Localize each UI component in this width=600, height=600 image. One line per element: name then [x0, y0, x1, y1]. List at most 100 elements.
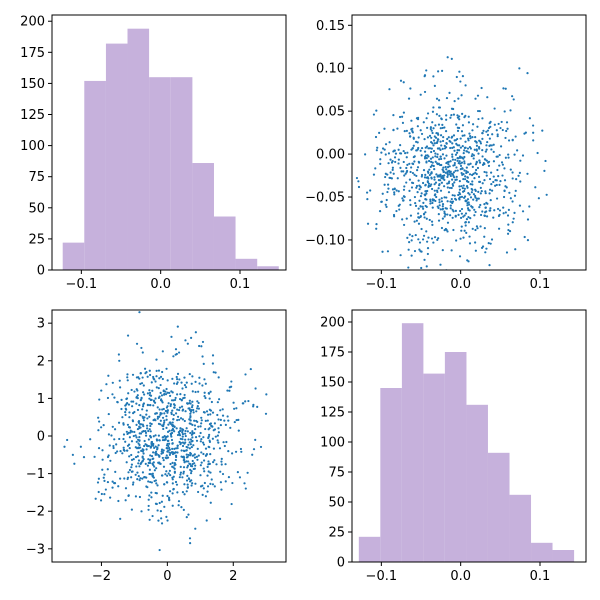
- y-tick-label: 75: [328, 466, 345, 481]
- scatter-point: [227, 450, 230, 453]
- scatter-point: [136, 478, 139, 481]
- scatter-point: [425, 230, 428, 233]
- scatter-point: [148, 369, 151, 372]
- scatter-point: [429, 127, 432, 131]
- scatter-point: [415, 186, 418, 189]
- scatter-point: [460, 185, 463, 188]
- scatter-point: [492, 160, 496, 163]
- scatter-point: [431, 142, 434, 145]
- scatter-point: [446, 221, 450, 224]
- scatter-point: [410, 186, 414, 189]
- scatter-point: [157, 434, 160, 437]
- scatter-point: [166, 430, 170, 433]
- scatter-point: [187, 453, 190, 457]
- scatter-point: [221, 472, 225, 476]
- scatter-point: [428, 173, 431, 177]
- scatter-point: [417, 136, 420, 139]
- scatter-point: [145, 444, 148, 447]
- scatter-point: [437, 123, 441, 126]
- scatter-point: [485, 171, 488, 174]
- scatter-point: [436, 153, 439, 156]
- scatter-point: [467, 260, 470, 263]
- scatter-point: [364, 153, 367, 156]
- scatter-top-right: −0.1 0.0 0.1−0.10−0.050.000.050.100.15: [305, 14, 587, 292]
- scatter-point: [173, 447, 176, 450]
- scatter-point: [484, 150, 487, 153]
- scatter-point: [508, 230, 512, 233]
- scatter-point: [383, 127, 386, 130]
- scatter-point: [426, 247, 430, 250]
- scatter-point: [485, 174, 488, 177]
- scatter-point: [433, 168, 436, 171]
- scatter-point: [136, 455, 139, 458]
- scatter-point: [181, 409, 184, 412]
- scatter-point: [393, 149, 396, 152]
- scatter-point: [164, 393, 168, 396]
- scatter-point: [119, 386, 122, 389]
- scatter-point: [512, 98, 515, 101]
- scatter-point: [209, 471, 212, 474]
- scatter-point: [152, 375, 155, 379]
- scatter-point: [444, 165, 447, 169]
- scatter-point: [409, 135, 412, 138]
- scatter-point: [101, 458, 104, 461]
- scatter-point: [466, 176, 469, 179]
- scatter-point: [123, 477, 126, 480]
- scatter-point: [146, 404, 150, 407]
- scatter-point: [216, 434, 219, 437]
- scatter-point: [133, 390, 136, 393]
- scatter-point: [481, 182, 484, 185]
- scatter-point: [474, 171, 477, 174]
- scatter-point: [208, 433, 211, 437]
- scatter-point: [131, 470, 134, 473]
- scatter-point: [453, 194, 456, 197]
- scatter-point: [195, 455, 198, 458]
- scatter-point: [171, 377, 174, 380]
- y-tick-label: 0.10: [316, 62, 345, 77]
- scatter-point: [452, 113, 456, 116]
- scatter-point: [203, 395, 206, 398]
- scatter-point: [512, 217, 515, 220]
- scatter-point: [381, 147, 385, 150]
- scatter-point: [464, 140, 467, 143]
- scatter-point: [157, 369, 161, 372]
- scatter-point: [191, 400, 194, 403]
- x-tick-label: −0.1: [366, 569, 398, 584]
- scatter-point: [141, 456, 144, 459]
- scatter-point: [487, 164, 491, 167]
- scatter-point: [521, 154, 525, 157]
- scatter-point: [468, 193, 471, 196]
- scatter-point: [495, 129, 498, 132]
- scatter-point: [163, 419, 166, 422]
- scatter-point: [165, 426, 168, 429]
- scatter-point: [118, 359, 121, 362]
- scatter-point: [400, 170, 403, 173]
- scatter-point: [181, 418, 185, 421]
- scatter-point: [416, 166, 420, 169]
- scatter-point: [410, 181, 414, 184]
- scatter-point: [189, 468, 192, 471]
- scatter-point: [176, 491, 179, 494]
- scatter-point: [514, 248, 517, 251]
- scatter-point: [176, 451, 179, 454]
- scatter-point: [528, 117, 531, 120]
- scatter-point: [146, 464, 150, 467]
- scatter-point: [202, 410, 206, 414]
- scatter-point: [446, 172, 449, 175]
- scatter-point: [477, 190, 480, 193]
- scatter-point: [475, 144, 479, 147]
- scatter-point: [147, 498, 150, 501]
- scatter-point: [204, 396, 207, 400]
- scatter-point: [468, 235, 471, 238]
- scatter-point: [390, 177, 393, 180]
- scatter-point: [454, 209, 458, 212]
- scatter-point: [424, 190, 427, 193]
- scatter-point: [143, 444, 146, 448]
- scatter-point: [233, 407, 236, 410]
- scatter-point: [198, 382, 201, 385]
- scatter-point: [122, 422, 125, 425]
- scatter-point: [178, 408, 181, 412]
- scatter-point: [460, 130, 464, 133]
- scatter-point: [113, 438, 116, 441]
- scatter-point: [209, 413, 212, 416]
